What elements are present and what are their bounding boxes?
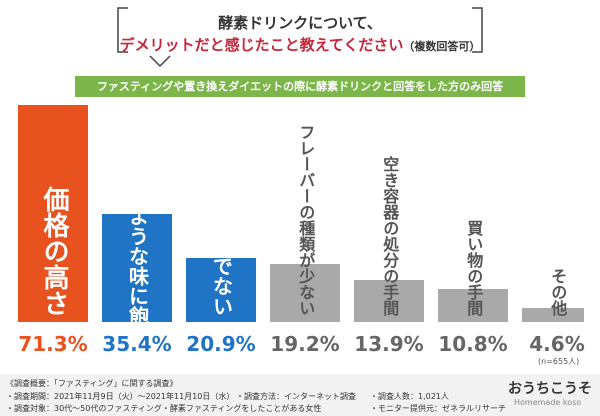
title-line1: 酵素ドリンクについて、 (218, 14, 382, 32)
title-frame (117, 7, 483, 68)
logo-sub: Homemade koso (514, 398, 582, 407)
category-label: フレーバーの種類が少ない (296, 124, 316, 316)
bar (186, 258, 256, 322)
category-label: 空き容器の処分の手間 (380, 156, 400, 316)
bar (354, 279, 424, 322)
survey-count: ・調査人数：1,021人 (370, 392, 449, 401)
category-label: 同じような味に飽きてくる (125, 166, 150, 406)
value-label: 20.9% (186, 332, 256, 356)
title-note: （複数回答可） (403, 40, 481, 53)
value-label: 4.6% (529, 332, 585, 356)
category-label: 買い物の手間 (464, 220, 484, 316)
footer-band (0, 374, 600, 416)
category-label: その他 (548, 268, 568, 316)
survey-method: ・調査方法：インターネット調査 (236, 392, 356, 401)
banner: ファスティングや置き換えダイエットの際に酵素ドリンクと回答をした方のみ回答 (75, 76, 525, 97)
survey-provider: ・モニター提供元：ゼネラルリサーチ (370, 404, 506, 413)
logo: おうちこうそ (508, 381, 592, 397)
value-label: 35.4% (102, 332, 172, 356)
bar (270, 263, 340, 322)
category-label: 味が好みでない (209, 176, 234, 316)
bar (18, 105, 88, 322)
value-label: 10.8% (438, 332, 508, 356)
survey-title: 《調査概要：「ファスティング」に関する調査》 (6, 379, 178, 388)
category-label: 価格の高さ (38, 186, 69, 316)
survey-target: ・調査対象：30代〜50代のファスティング・酵素ファスティングをしたことがある女… (6, 404, 322, 413)
title-main: デメリットだと感じたこと教えてください (119, 36, 404, 54)
value-label: 19.2% (270, 332, 340, 356)
bar (102, 214, 172, 322)
value-label: 13.9% (354, 332, 424, 356)
sample-note: (n=655人) (538, 357, 580, 366)
survey-period: ・調査期間：2021年11月9日（火）〜2021年11月10日（水） (6, 392, 235, 401)
value-label: 71.3% (18, 332, 88, 356)
title-line2: デメリットだと感じたこと教えてください（複数回答可） (0, 34, 600, 55)
bar (438, 289, 508, 322)
bar (522, 308, 584, 322)
